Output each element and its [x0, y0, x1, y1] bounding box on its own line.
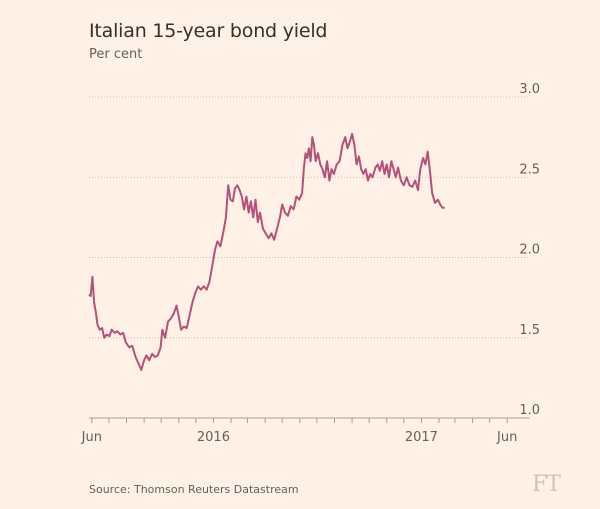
x-tick-label: Jun — [496, 430, 517, 445]
x-axis — [89, 417, 530, 423]
x-tick-label: 2017 — [405, 430, 438, 445]
y-tick-label: 1.5 — [519, 323, 540, 338]
y-tick-label: 3.0 — [519, 82, 540, 97]
y-tick-label: 1.0 — [519, 403, 540, 418]
gridlines — [89, 96, 530, 339]
x-tick-label: 2016 — [197, 430, 230, 445]
ft-logo: FT — [532, 472, 561, 497]
y-tick-label: 2.5 — [519, 162, 540, 177]
x-tick-label: Jun — [81, 430, 102, 445]
chart-title: Italian 15-year bond yield — [89, 20, 328, 42]
series-line — [88, 132, 445, 371]
x-axis-labels: Jun 2016 2017 Jun — [81, 430, 518, 445]
y-tick-label: 2.0 — [519, 243, 540, 258]
y-axis-labels: 1.0 1.5 2.0 2.5 3.0 — [519, 82, 540, 418]
chart-subtitle: Per cent — [89, 47, 143, 62]
source-note: Source: Thomson Reuters Datastream — [89, 483, 299, 496]
